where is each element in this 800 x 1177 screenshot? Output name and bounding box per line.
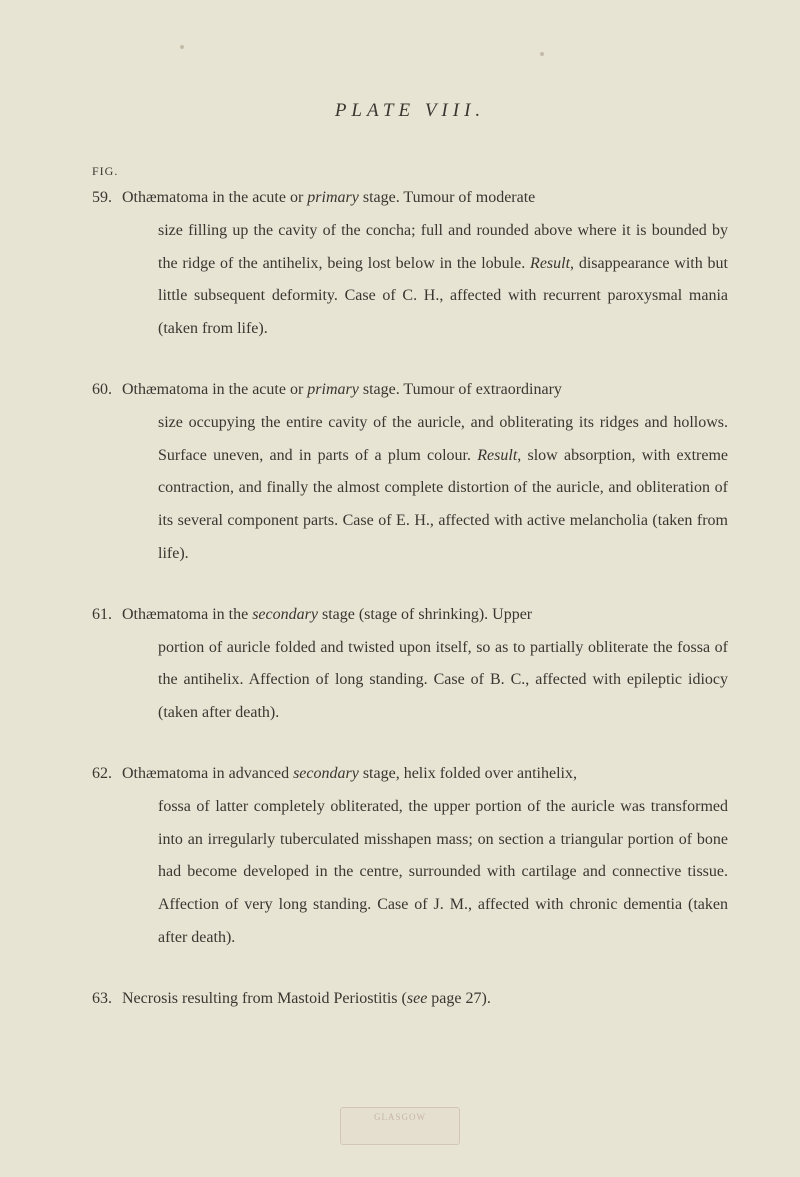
entry-text: Othæmatoma in the acute or primary stage… [122, 182, 728, 346]
entry-59: 59. Othæmatoma in the acute or primary s… [92, 182, 728, 346]
entry-body: fossa of latter completely obliterated, … [122, 791, 728, 955]
text-suffix: stage. Tumour of extraordinary [359, 381, 562, 398]
entry-number: 63. [92, 983, 122, 1016]
text-suffix: stage (stage of shrinking). Upper [318, 606, 532, 623]
text-prefix: Othæmatoma in advanced [122, 765, 293, 782]
body-text: fossa of latter completely obliterated, … [158, 798, 728, 946]
plate-title: PLATE VIII. [92, 100, 728, 122]
entry-text: Othæmatoma in advanced secondary stage, … [122, 758, 728, 955]
text-prefix: Othæmatoma in the acute or [122, 189, 307, 206]
entry-61: 61. Othæmatoma in the secondary stage (s… [92, 599, 728, 730]
age-spot [180, 45, 184, 49]
text-suffix: page 27). [427, 990, 491, 1007]
text-italic: primary [307, 381, 359, 398]
text-suffix: stage. Tumour of moderate [359, 189, 535, 206]
library-stamp: GLASGOW [340, 1107, 460, 1145]
body-text: portion of auricle folded and twisted up… [158, 639, 728, 722]
entry-body: portion of auricle folded and twisted up… [122, 632, 728, 730]
entry-text: Othæmatoma in the acute or primary stage… [122, 374, 728, 571]
text-prefix: Othæmatoma in the [122, 606, 252, 623]
text-italic: primary [307, 189, 359, 206]
entry-number: 60. [92, 374, 122, 571]
entry-text: Othæmatoma in the secondary stage (stage… [122, 599, 728, 730]
entry-60: 60. Othæmatoma in the acute or primary s… [92, 374, 728, 571]
result-label: Result [530, 255, 570, 272]
text-prefix: Necrosis resulting from Mastoid Periosti… [122, 990, 407, 1007]
fig-label: FIG. [92, 164, 728, 179]
text-suffix: stage, helix folded over antihelix, [359, 765, 577, 782]
entry-number: 62. [92, 758, 122, 955]
age-spot [540, 52, 544, 56]
result-label: Result [477, 447, 517, 464]
entry-text: Necrosis resulting from Mastoid Periosti… [122, 983, 728, 1016]
entry-body: size filling up the cavity of the concha… [122, 215, 728, 346]
text-italic: secondary [252, 606, 318, 623]
entry-number: 61. [92, 599, 122, 730]
stamp-text: GLASGOW [374, 1112, 426, 1122]
entry-63: 63. Necrosis resulting from Mastoid Peri… [92, 983, 728, 1016]
text-italic: see [407, 990, 427, 1007]
entry-body: size occupying the entire cavity of the … [122, 407, 728, 571]
entry-number: 59. [92, 182, 122, 346]
text-prefix: Othæmatoma in the acute or [122, 381, 307, 398]
entry-62: 62. Othæmatoma in advanced secondary sta… [92, 758, 728, 955]
text-italic: secondary [293, 765, 359, 782]
